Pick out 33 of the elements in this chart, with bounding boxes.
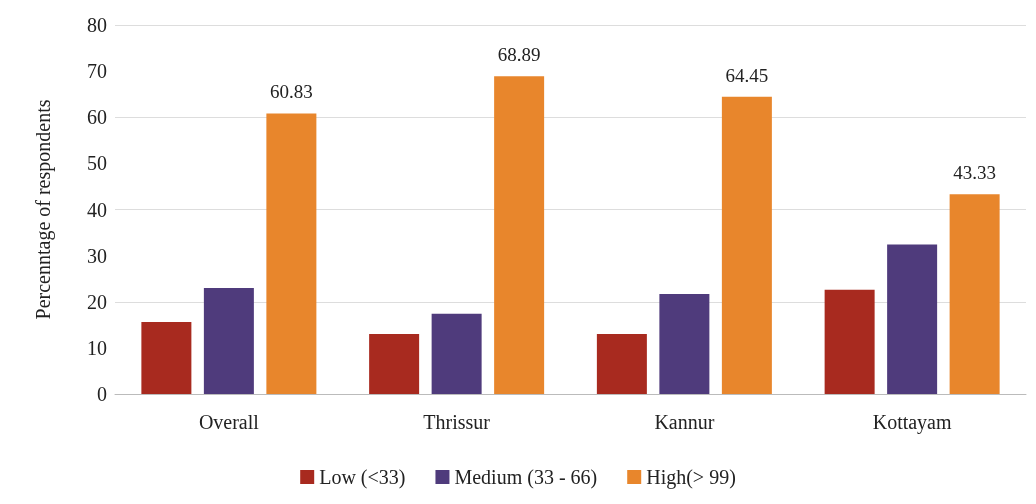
y-tick-label: 50 (87, 152, 107, 175)
x-tick-label: Kannur (654, 411, 715, 433)
bar (431, 313, 482, 394)
y-tick-label: 30 (87, 244, 107, 267)
legend-label: High(> 99) (646, 466, 736, 489)
bar (494, 76, 545, 394)
legend-label: Low (<33) (319, 466, 406, 489)
y-tick-label: 0 (97, 383, 107, 405)
y-tick-label: 60 (87, 106, 107, 129)
bar (721, 96, 772, 394)
y-tick-label: 40 (87, 198, 107, 221)
x-tick-label: Kottayam (872, 411, 952, 434)
bar (824, 289, 875, 394)
data-label: 60.83 (270, 81, 313, 103)
y-axis-title: Percenntage of respondents (32, 99, 55, 320)
x-tick-label: Thrissur (423, 411, 491, 433)
y-tick-label: 70 (87, 60, 107, 83)
data-label: 68.89 (497, 44, 541, 66)
bar (596, 334, 647, 394)
data-label: 64.45 (725, 64, 769, 86)
bar (266, 113, 317, 394)
y-tick-label: 20 (87, 290, 107, 313)
bar (659, 293, 710, 394)
bar (369, 334, 420, 394)
bar (887, 244, 938, 394)
data-label: 43.33 (953, 162, 996, 184)
bar (949, 194, 1000, 394)
bar (203, 287, 254, 394)
legend-label: Medium (33 - 66) (454, 466, 598, 489)
y-tick-label: 80 (87, 14, 107, 36)
x-tick-label: Overall (198, 411, 260, 433)
y-tick-label: 10 (87, 336, 107, 359)
bar (141, 322, 192, 394)
